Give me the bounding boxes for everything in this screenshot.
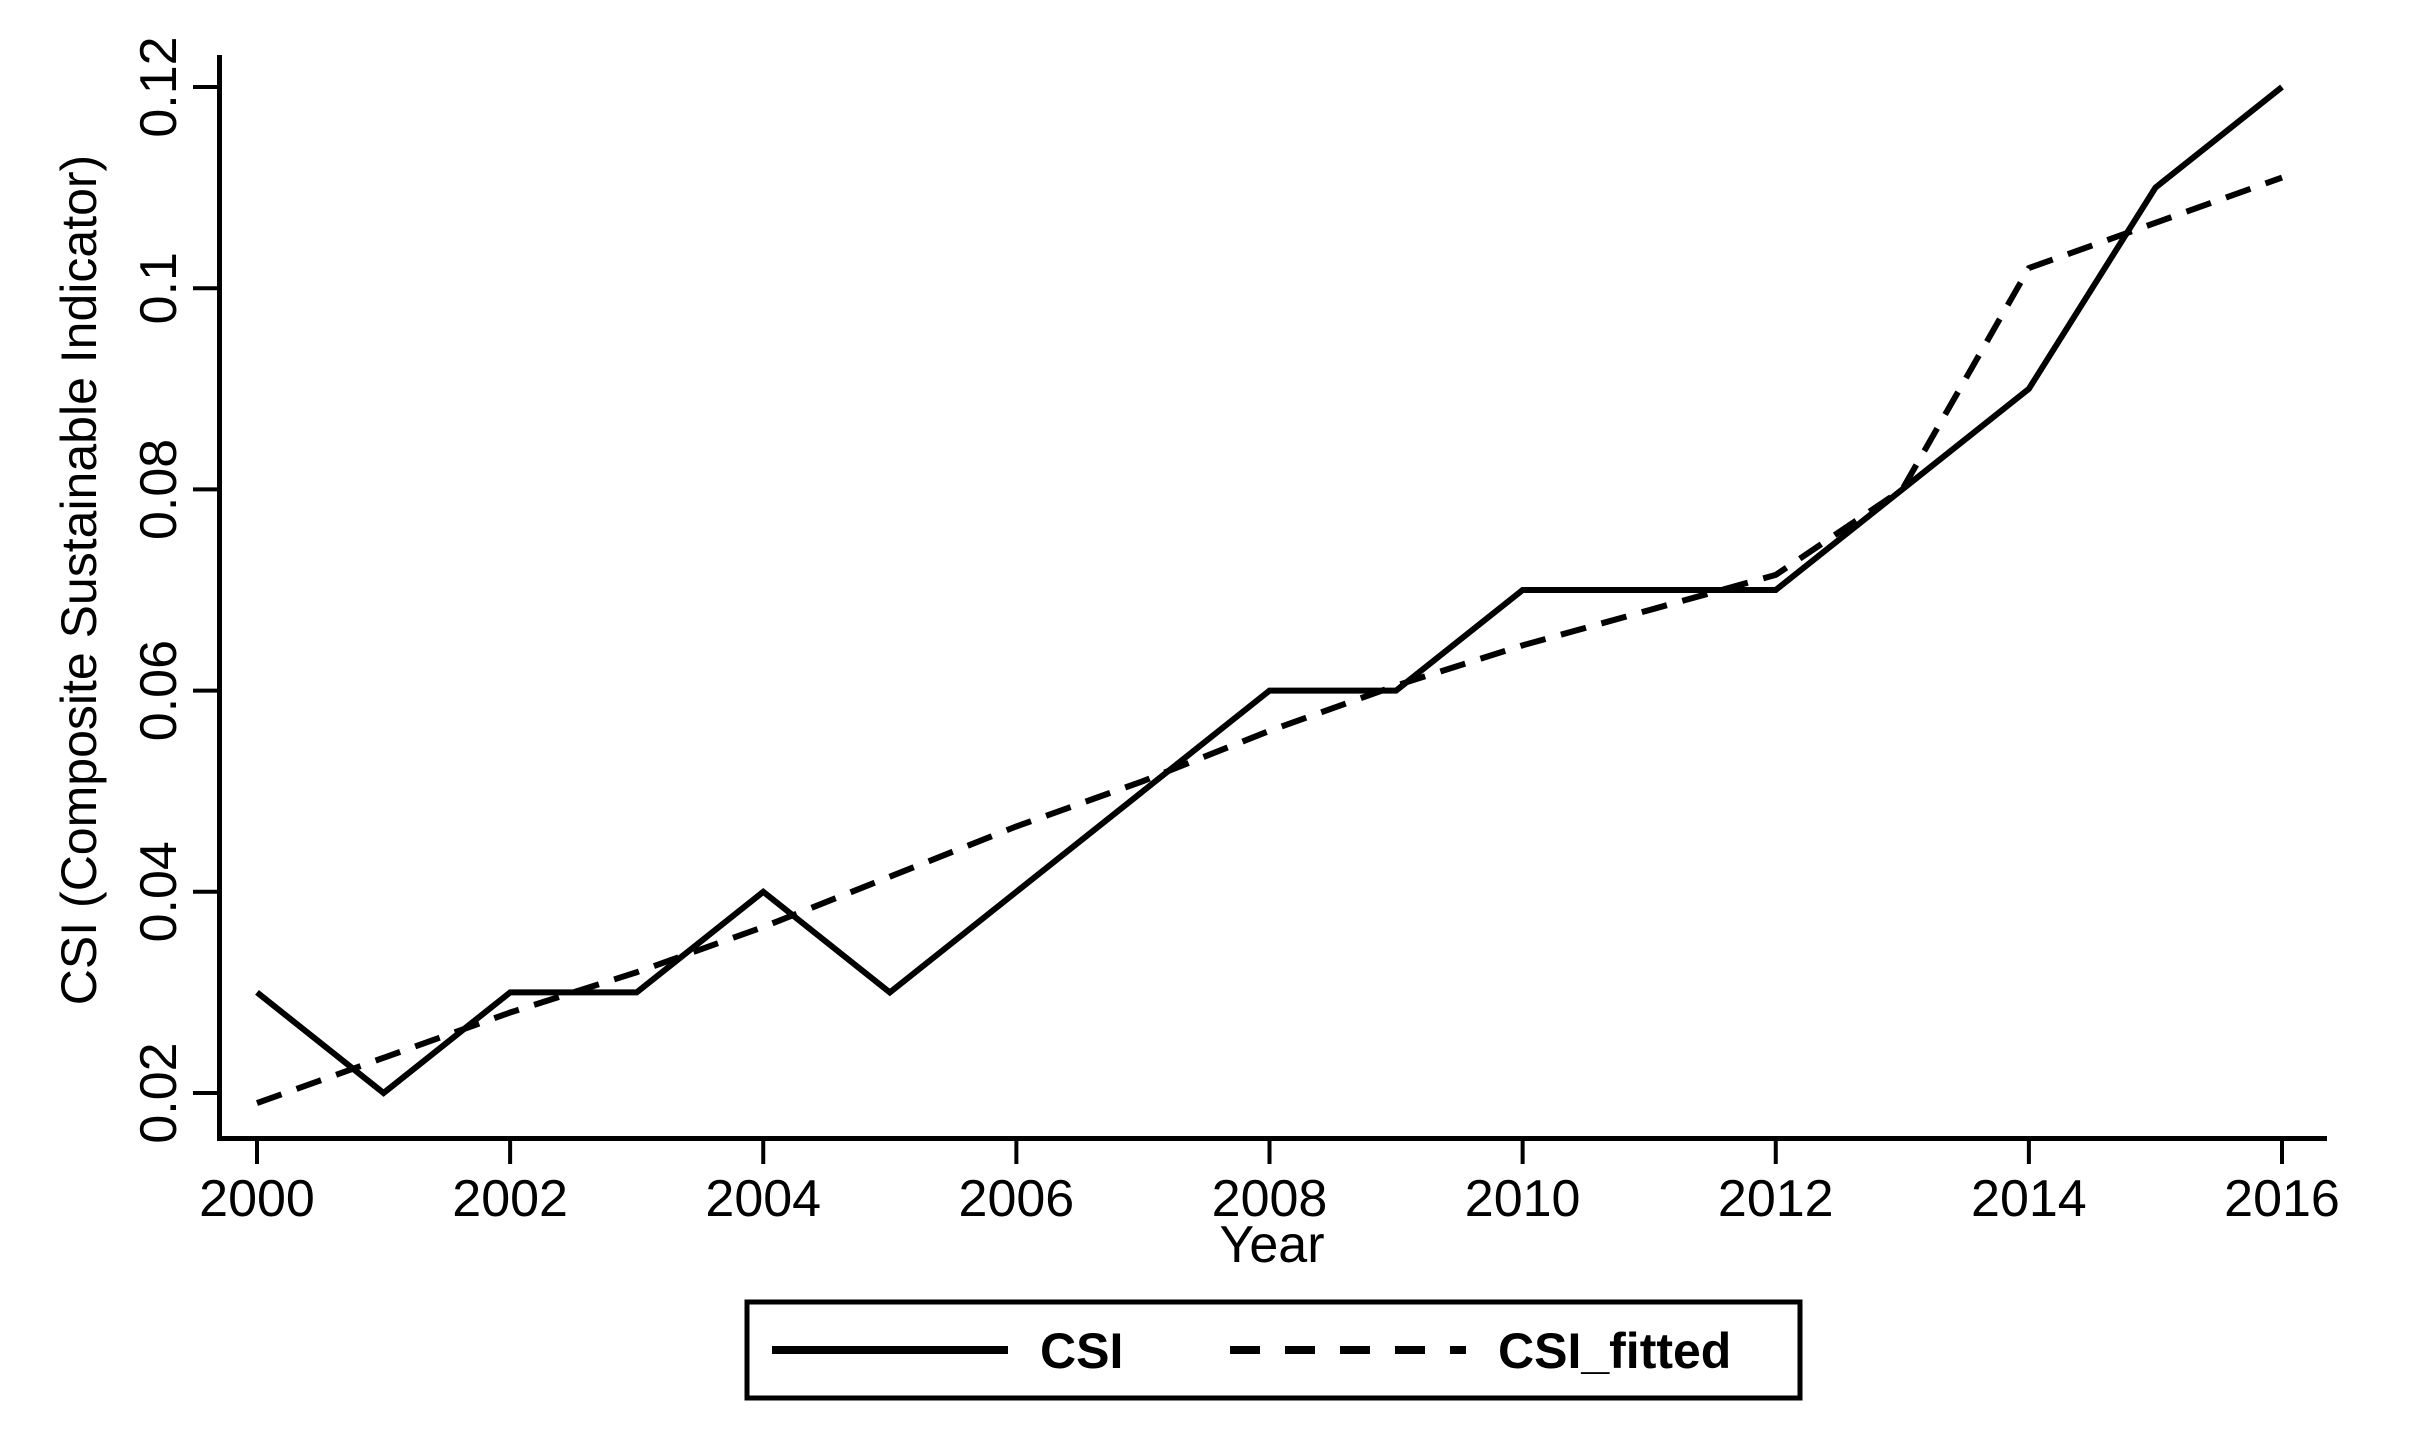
x-tick-label: 2010 bbox=[1465, 1170, 1581, 1228]
series-line-csi bbox=[255, 84, 2284, 1097]
x-tick-label: 2016 bbox=[2224, 1170, 2340, 1228]
legend-label-csi: CSI bbox=[1040, 1323, 1123, 1379]
x-tick-label: 2002 bbox=[452, 1170, 568, 1228]
x-tick-label: 2000 bbox=[199, 1170, 315, 1228]
y-tick-label: 0.06 bbox=[130, 640, 188, 741]
x-tick-label: 2012 bbox=[1718, 1170, 1834, 1228]
x-axis-title: Year bbox=[1219, 1216, 1324, 1274]
series-line-csi-fitted bbox=[255, 174, 2284, 1106]
x-tick-label: 2004 bbox=[705, 1170, 821, 1228]
legend-label-csi-fitted: CSI_fitted bbox=[1498, 1323, 1731, 1379]
x-tick-label: 2014 bbox=[1971, 1170, 2087, 1228]
y-tick-label: 0.02 bbox=[130, 1042, 188, 1143]
y-tick-label: 0.12 bbox=[130, 36, 188, 137]
y-tick-label: 0.1 bbox=[130, 252, 188, 324]
y-axis-title: CSI (Composite Sustainable Indicator) bbox=[51, 155, 107, 1005]
y-tick-label: 0.04 bbox=[130, 841, 188, 942]
y-tick-label: 0.08 bbox=[130, 439, 188, 540]
x-tick-label: 2008 bbox=[1212, 1170, 1328, 1228]
x-tick-label: 2006 bbox=[959, 1170, 1075, 1228]
